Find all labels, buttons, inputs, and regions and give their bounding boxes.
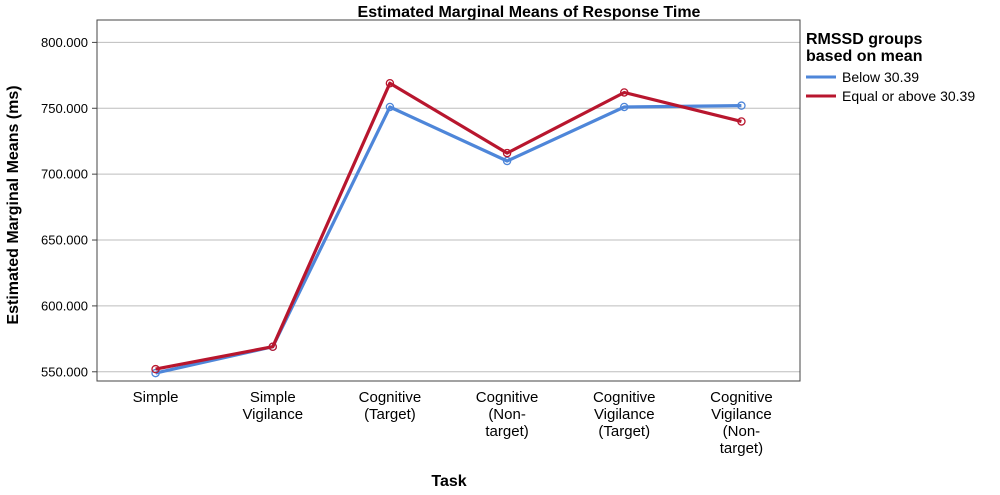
x-tick-label-line: (Non- — [488, 406, 526, 423]
x-tick-label-line: (Target) — [364, 406, 416, 423]
x-tick-label-line: Vigilance — [711, 406, 772, 423]
x-axis-categories: Simple SimpleVigilanceCognitive(Target)Co… — [133, 389, 773, 457]
chart-title: Estimated Marginal Means of Response Tim… — [358, 4, 701, 21]
data-point — [620, 102, 629, 112]
data-point — [737, 117, 746, 126]
x-tick-label-line: Cognitive — [359, 389, 422, 406]
data-point — [502, 156, 512, 166]
y-axis-ticks: 550.000 600.000 650.000 700.000 750.000 800.0… — [41, 35, 97, 379]
series-line — [155, 104, 742, 375]
series-2 — [151, 78, 746, 374]
x-tick-label-line: Simple — [250, 389, 296, 406]
legend-item: Below 30.39 — [806, 69, 919, 85]
x-tick-label-line: target) — [485, 423, 528, 440]
legend-title: based on mean — [806, 48, 922, 65]
x-tick-label-line: (Target) — [598, 423, 650, 440]
series-1 — [151, 101, 746, 378]
x-tick-label-line: Vigilance — [242, 406, 303, 423]
data-point — [620, 88, 629, 97]
y-tick-label: 750.000 — [41, 101, 88, 116]
legend-item: Equal or above 30.39 — [806, 88, 975, 104]
y-tick-label: 650.000 — [41, 233, 88, 248]
x-tick-label-line: Cognitive — [593, 389, 656, 406]
y-tick-label: 600.000 — [41, 298, 88, 313]
data-point — [385, 78, 395, 88]
x-tick-label-line: Simple — [133, 389, 179, 406]
data-point — [385, 102, 395, 112]
x-tick-label-line: Cognitive — [476, 389, 539, 406]
x-tick-label-line: Cognitive — [710, 389, 773, 406]
plot-area-border — [96, 19, 801, 382]
x-tick-label-line: target) — [720, 440, 763, 457]
x-tick-label: Cognitive(Non-target) — [476, 389, 539, 440]
data-point — [268, 342, 277, 351]
data-point — [737, 101, 746, 110]
y-tick-label: 800.000 — [41, 35, 88, 50]
y-axis-title: Estimated Marginal Means (ms) — [5, 85, 22, 324]
series-lines — [151, 78, 746, 378]
series-line — [155, 81, 742, 371]
y-tick-label: 700.000 — [41, 167, 88, 182]
x-axis-title: Task — [431, 473, 466, 490]
data-point — [151, 368, 160, 378]
gridlines — [97, 41, 800, 373]
data-point — [151, 364, 160, 374]
x-tick-label: Cognitive(Target) — [359, 389, 422, 423]
legend-label: Below 30.39 — [842, 69, 919, 85]
y-tick-label: 550.000 — [41, 364, 88, 379]
legend-label: Equal or above 30.39 — [842, 88, 975, 104]
x-tick-label: Simple — [133, 389, 179, 406]
data-point — [502, 148, 512, 158]
x-tick-label-line: (Non- — [723, 423, 761, 440]
legend-title: RMSSD groups — [806, 31, 923, 48]
x-tick-label-line: Vigilance — [594, 406, 655, 423]
